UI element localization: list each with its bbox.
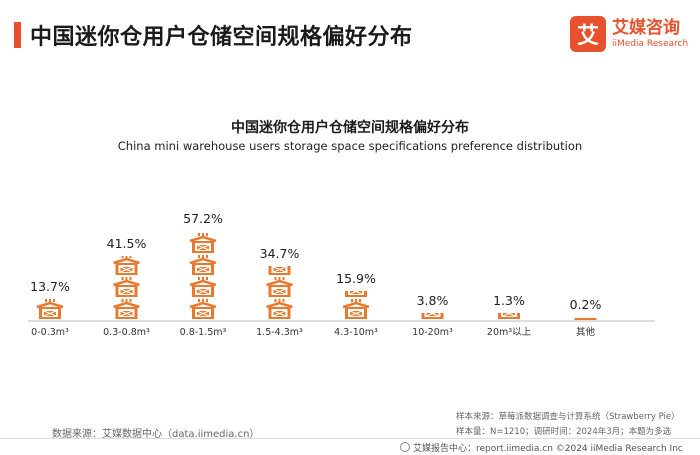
logo-mark: 艾 [570,16,606,52]
sample-size-note: 样本量：N=1210；调研时间：2024年3月；本题为多选 [456,427,672,437]
chart-title: 中国迷你仓用户仓储空间规格偏好分布 [231,120,469,136]
data-label-4: 34.7% [260,246,300,261]
brand-logo: 艾 艾媒咨询 iiMedia Research [570,16,688,52]
data-label-8: 0.2% [570,297,602,312]
x-tick-label-5: 4.3-10m³ [334,327,378,338]
bar-8 [574,318,597,320]
data-label-7: 1.3% [493,293,525,308]
bar-1 [36,298,64,319]
title-accent-bar [14,22,21,48]
data-label-6: 3.8% [417,293,449,308]
x-tick-label-1: 0-0.3m³ [31,327,69,338]
data-source: 数据来源：艾媒数据中心（data.iimedia.cn） [52,429,260,440]
bar-7 [498,313,520,319]
data-label-1: 13.7% [30,279,70,294]
bar-4 [266,266,293,319]
sample-source-note: 样本来源：草莓派数据调查与计算系统（Strawberry Pie） [456,412,680,422]
data-label-2: 41.5% [107,236,147,251]
chart-subtitle: China mini warehouse users storage space… [117,139,583,153]
footer: 艾媒报告中心：report.iimedia.cn ©2024 iiMedia R… [400,441,683,454]
bar-2 [113,256,140,319]
x-tick-label-3: 0.8-1.5m³ [180,327,227,338]
logo-name-cn: 艾媒咨询 [612,17,680,38]
logo-name-en: iiMedia Research [612,38,689,49]
report-center-icon [400,442,410,452]
x-tick-label-6: 10-20m³ [412,327,453,338]
footer-text: 艾媒报告中心：report.iimedia.cn ©2024 iiMedia R… [413,444,683,454]
page-title: 中国迷你仓用户仓储空间规格偏好分布 [30,25,413,50]
x-tick-label-7: 20m³以上 [487,327,532,338]
bar-3 [189,232,217,319]
footer-divider [0,438,700,439]
data-label-3: 57.2% [183,211,223,226]
x-tick-label-2: 0.3-0.8m³ [103,327,150,338]
x-tick-label-8: 其他 [576,326,596,338]
data-label-5: 15.9% [336,271,376,286]
bar-5 [342,291,370,319]
bar-6 [421,313,444,319]
x-tick-label-4: 1.5-4.3m³ [256,327,303,338]
